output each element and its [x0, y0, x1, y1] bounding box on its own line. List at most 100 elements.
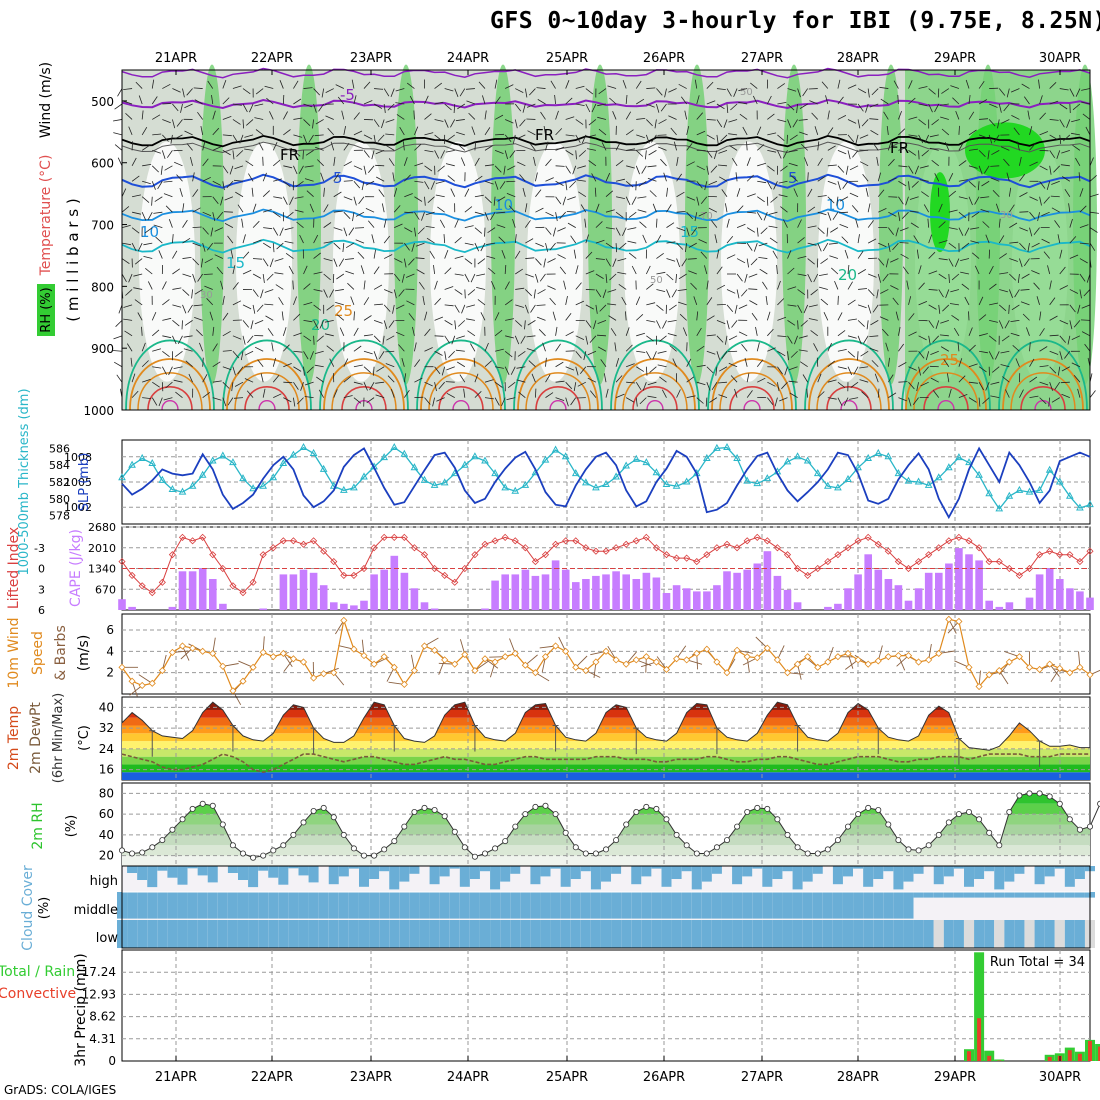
wind-barb: [968, 397, 977, 403]
wind-barb: [958, 375, 966, 383]
wind-speed-point: [118, 663, 126, 671]
rh-point: [371, 852, 378, 859]
wind-barb: [191, 289, 193, 299]
wind-speed-point: [420, 642, 429, 650]
wind-barb: [536, 304, 546, 306]
wind-barb: [333, 156, 336, 166]
wind-barb: [165, 205, 173, 213]
wind-barb: [635, 165, 640, 175]
wind-barb: [588, 160, 597, 167]
wind-barb: [666, 289, 671, 298]
wind-barb: [877, 172, 881, 182]
wind-barb: [698, 239, 707, 244]
wind-barb: [1059, 249, 1063, 259]
cloud-low-bar: [399, 920, 410, 948]
wind-barb: [767, 132, 777, 136]
cape-bar: [178, 571, 187, 610]
wind-barb: [242, 234, 246, 244]
cloud-middle-bar: [964, 892, 974, 898]
wind-barb: [880, 289, 889, 294]
wind-barb: [246, 390, 254, 398]
wind-speed-point: [703, 645, 711, 653]
wind-barb: [202, 374, 208, 383]
rh-point: [159, 837, 166, 844]
wind-barb: [1017, 141, 1020, 151]
wind-barb: [636, 332, 646, 337]
wind-barb: [484, 196, 492, 204]
cloud-low-bar: [258, 920, 269, 948]
wind-barb: [980, 196, 990, 199]
wind-barb: [1049, 297, 1056, 306]
wind-barb: [128, 126, 133, 136]
thickness-point: [985, 489, 994, 497]
wind-barb: [333, 227, 343, 231]
wind-speed-point: [683, 656, 691, 664]
wind-barb: [212, 127, 220, 136]
wind-barb: [536, 87, 546, 89]
temp-dome-contour: [258, 400, 276, 411]
wind-barb: [951, 273, 960, 281]
wind-barb: [810, 289, 818, 296]
cloud-middle-bar: [127, 892, 138, 919]
wind-barb: [369, 381, 375, 391]
thickness-point: [612, 472, 620, 480]
wind-barb: [535, 273, 539, 283]
wind-barb: [164, 165, 173, 171]
lifted-index-point: [642, 533, 650, 541]
wind-barb: [918, 150, 920, 160]
wind-barb: [1053, 165, 1061, 173]
wind-barb: [837, 165, 845, 173]
wind-barb: [232, 85, 242, 89]
wind-barb: [279, 227, 284, 237]
wind-barb: [1037, 212, 1040, 222]
wind-barb: [978, 296, 984, 306]
wind-barb: [161, 150, 166, 160]
cloud-middle-bar: [671, 892, 682, 919]
wind-barb: [1039, 328, 1045, 337]
temp-color-band: [122, 702, 1090, 710]
wind-barb-10m: [947, 621, 960, 634]
wind-barb: [474, 157, 480, 167]
cloud-low-bar: [348, 920, 359, 948]
cloud-low-bar: [389, 920, 400, 948]
cloud-low-bar: [732, 920, 743, 948]
wind-speed-point: [723, 669, 731, 677]
wind-barb: [857, 103, 864, 112]
lifted-index-point: [1015, 571, 1023, 579]
wind-barb: [385, 119, 395, 123]
cape-bar: [279, 574, 288, 610]
rh-point: [431, 807, 438, 814]
wind-barb: [738, 101, 748, 105]
wind-barb: [466, 304, 476, 308]
lifted-index-point: [582, 544, 590, 552]
wind-barb: [527, 320, 536, 326]
wind-barb: [242, 88, 251, 95]
wind-barb: [438, 381, 445, 390]
wind-barb: [1019, 173, 1026, 182]
wind-barb: [333, 173, 340, 182]
wind-barb: [1005, 389, 1010, 398]
lifted-index-point: [773, 544, 781, 552]
wind-barb: [708, 207, 718, 213]
wind-barb-10m: [742, 657, 758, 666]
rh-point: [300, 819, 307, 826]
wind-barb: [134, 258, 143, 265]
cloud-low-bar: [530, 920, 541, 948]
wind-barb: [559, 266, 566, 275]
lifted-index-point: [884, 547, 892, 555]
wind-barb: [403, 373, 407, 383]
wind-barb: [898, 397, 907, 402]
wind-barb: [591, 173, 597, 182]
wind-barb: [393, 205, 401, 213]
temp-dome-contour: [998, 339, 1088, 411]
cloud-high-bar: [268, 866, 279, 878]
wind-barb: [436, 397, 445, 402]
cloud-low-bar: [611, 920, 622, 948]
wind-speed-point: [824, 658, 832, 666]
wind-barb: [700, 251, 708, 259]
wind-speed-point: [219, 662, 227, 670]
lifted-index-point: [652, 544, 660, 552]
wind-barb: [938, 240, 948, 244]
wind-barb: [1077, 304, 1081, 314]
bottom-date-label: 23APR: [350, 1070, 392, 1085]
